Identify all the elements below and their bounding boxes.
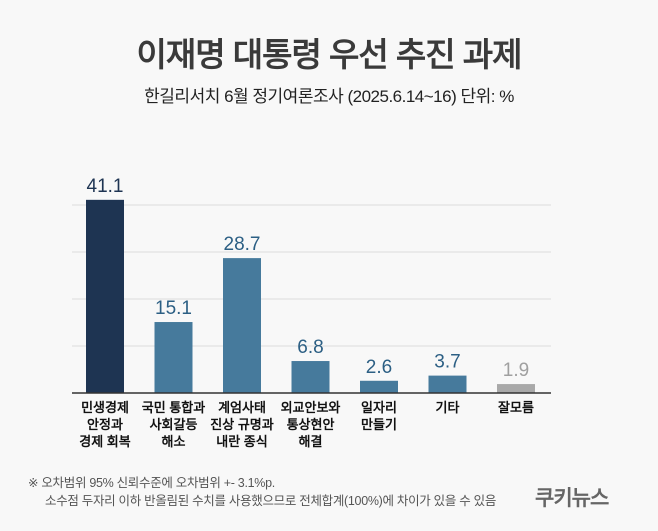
data-label: 6.8 (297, 337, 323, 358)
bar (223, 258, 261, 393)
chart-subtitle: 한길리서치 6월 정기여론조사 (2025.6.14~16) 단위: % (144, 87, 514, 106)
bar (154, 322, 193, 393)
category-label: 만들기 (361, 417, 397, 432)
footnote-margin-of-error: ※ 오차범위 95% 신뢰수준에 오차범위 +- 3.1%p. (28, 476, 275, 490)
category-label: 해소 (162, 434, 186, 449)
category-label: 사회갈등 (150, 417, 198, 432)
data-label: 3.7 (434, 352, 460, 373)
category-label: 일자리 (361, 400, 397, 415)
bar (291, 361, 330, 393)
category-label: 진상 규명과 (210, 417, 273, 432)
data-label: 2.6 (366, 357, 392, 378)
category-label: 해결 (299, 434, 323, 449)
category-label: 통상현안 (287, 417, 335, 432)
category-label: 안정과 (87, 417, 123, 432)
category-label: 국민 통합과 (142, 400, 205, 415)
category-label: 민생경제 (81, 400, 129, 415)
bar (360, 380, 398, 393)
data-label: 41.1 (87, 176, 124, 197)
bar (497, 384, 535, 393)
chart-title: 이재명 대통령 우선 추진 과제 (136, 36, 523, 73)
data-label: 28.7 (224, 234, 261, 255)
logo: 쿠키뉴스 (535, 487, 609, 510)
bar (86, 199, 124, 393)
category-label: 잘모름 (498, 400, 534, 415)
category-label: 기타 (436, 400, 460, 415)
bar (428, 375, 467, 393)
footnote-rounding: 소수점 두자리 이하 반올림된 수치를 사용했으므로 전체합계(100%)에 차… (45, 494, 497, 508)
category-label: 계엄사태 (218, 400, 266, 415)
category-label: 내란 종식 (216, 434, 267, 449)
data-label: 1.9 (503, 360, 529, 381)
data-label: 15.1 (155, 298, 192, 319)
category-label: 외교안보와 (281, 400, 341, 415)
category-label: 경제 회복 (79, 434, 130, 449)
